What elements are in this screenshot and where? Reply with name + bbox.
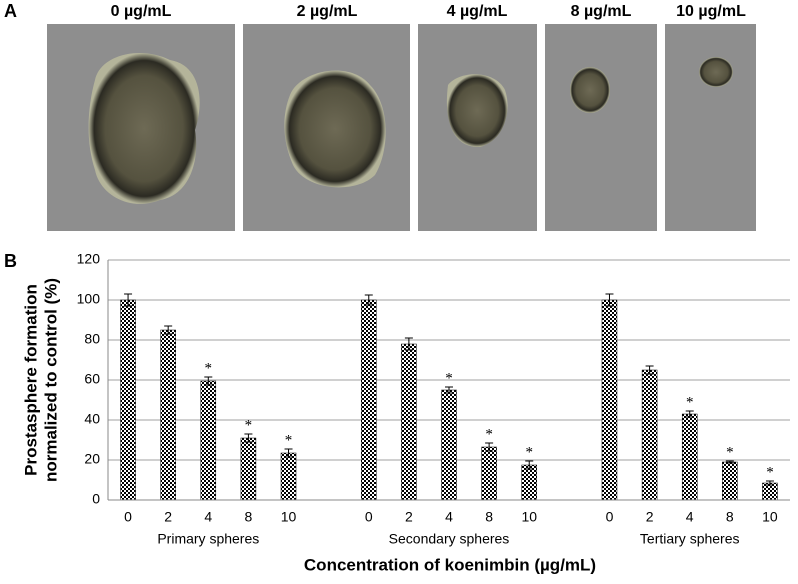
x-tick-label: 2: [164, 509, 172, 525]
image-label: 0 µg/mL: [111, 3, 172, 20]
bar: [240, 437, 257, 501]
significance-mark: *: [485, 426, 493, 442]
sphere: [88, 52, 200, 204]
y-tick-label: 40: [84, 411, 100, 427]
bar: [280, 452, 297, 501]
significance-mark: *: [726, 444, 734, 460]
x-tick-label: 4: [686, 509, 694, 525]
y-tick-label: 20: [84, 451, 100, 467]
y-tick-label: 0: [92, 491, 100, 507]
image-label: 4 µg/mL: [447, 3, 508, 20]
bar: [641, 369, 658, 501]
bar: [722, 461, 738, 501]
bar: [401, 343, 417, 501]
x-tick-label: 2: [646, 509, 654, 525]
micrograph: [545, 24, 657, 231]
bar: [120, 299, 136, 501]
bar: [521, 464, 537, 501]
y-tick-label: 80: [84, 331, 100, 347]
x-tick-label: 0: [365, 509, 373, 525]
x-axis-label: Concentration of koenimbin (µg/mL): [304, 555, 596, 574]
x-tick-label: 8: [726, 509, 734, 525]
y-axis-label: normalized to control (%): [41, 278, 60, 482]
x-tick-label: 10: [762, 509, 778, 525]
significance-mark: *: [686, 394, 694, 410]
sphere: [284, 70, 386, 188]
bar: [481, 446, 497, 501]
group-label: Primary spheres: [157, 531, 259, 547]
x-tick-label: 8: [245, 509, 253, 525]
significance-mark: *: [205, 360, 213, 376]
x-tick-label: 2: [405, 509, 413, 525]
x-tick-label: 0: [606, 509, 614, 525]
group-label: Tertiary spheres: [640, 531, 740, 547]
sphere: [699, 57, 733, 87]
y-tick-label: 60: [84, 371, 100, 387]
image-label: 2 µg/mL: [297, 3, 358, 20]
significance-mark: *: [445, 370, 453, 386]
significance-mark: *: [245, 417, 253, 433]
panel-label: A: [4, 1, 17, 21]
sphere: [570, 67, 610, 113]
y-tick-label: 120: [77, 251, 101, 267]
significance-mark: *: [285, 432, 293, 448]
bar: [601, 299, 618, 501]
bar: [200, 380, 217, 501]
x-tick-label: 4: [204, 509, 212, 525]
micrographs: [47, 24, 756, 231]
sphere: [446, 74, 508, 148]
bar: [160, 329, 176, 501]
bar: [681, 413, 698, 501]
image-label: 10 µg/mL: [676, 3, 746, 20]
image-label: 8 µg/mL: [571, 3, 632, 20]
panel-label: B: [4, 251, 17, 271]
y-axis-label: Prostasphere formation: [21, 284, 40, 476]
x-tick-label: 8: [485, 509, 493, 525]
bar: [361, 299, 377, 501]
bar: [441, 389, 457, 501]
x-tick-label: 10: [521, 509, 537, 525]
y-tick-label: 100: [77, 291, 101, 307]
micrograph: [665, 24, 756, 231]
group-label: Secondary spheres: [389, 531, 510, 547]
x-tick-label: 10: [281, 509, 297, 525]
significance-mark: *: [525, 444, 533, 460]
x-tick-label: 4: [445, 509, 453, 525]
significance-mark: *: [766, 464, 774, 480]
x-tick-label: 0: [124, 509, 132, 525]
bar: [762, 482, 778, 501]
